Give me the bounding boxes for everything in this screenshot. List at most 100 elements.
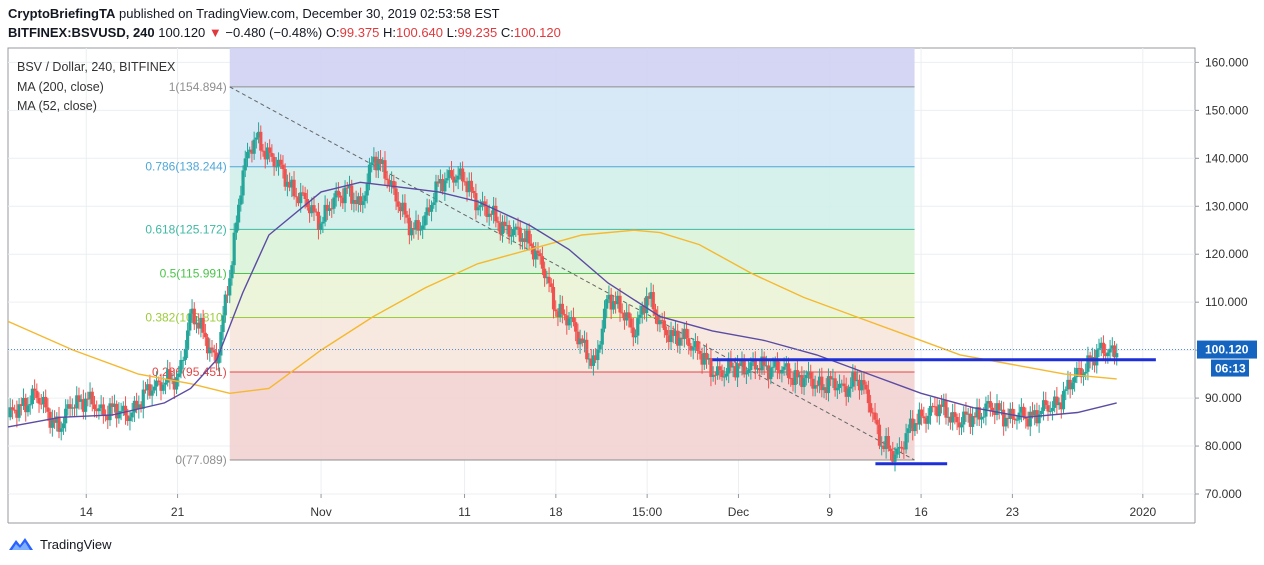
x-tick-label: 9 bbox=[826, 505, 833, 519]
candle-body bbox=[294, 196, 298, 198]
y-tick-label: 90.000 bbox=[1205, 391, 1242, 405]
candle-body bbox=[263, 151, 267, 160]
candle-body bbox=[245, 151, 250, 159]
candle-body bbox=[534, 250, 538, 260]
candle-body bbox=[990, 407, 995, 411]
candle-body bbox=[835, 387, 839, 391]
candle-body bbox=[81, 399, 85, 412]
candle-body bbox=[733, 366, 737, 378]
candle-body bbox=[724, 373, 729, 377]
candle-body bbox=[30, 388, 34, 405]
candle-body bbox=[241, 170, 245, 196]
candle-body bbox=[1044, 400, 1048, 406]
candle-body bbox=[778, 370, 782, 374]
author-name[interactable]: CryptoBriefingTA bbox=[8, 6, 116, 21]
candle-body bbox=[1050, 407, 1055, 411]
down-arrow-icon: ▼ bbox=[208, 25, 222, 40]
candle-body bbox=[259, 131, 263, 151]
candle-body bbox=[975, 407, 979, 418]
candle-body bbox=[170, 378, 174, 381]
ma200-line bbox=[7, 229, 1117, 395]
candle-body bbox=[463, 181, 467, 183]
candle-body bbox=[959, 424, 964, 428]
candle-body bbox=[669, 330, 673, 343]
candle-body bbox=[152, 386, 156, 391]
candle-body bbox=[594, 355, 598, 361]
candle-body bbox=[942, 400, 946, 407]
candle-body bbox=[503, 221, 507, 227]
candle-body bbox=[436, 181, 440, 184]
candle-body bbox=[1037, 414, 1041, 424]
candle-body bbox=[150, 390, 154, 396]
candle-body bbox=[146, 384, 150, 391]
candle-body bbox=[159, 382, 163, 391]
candle-body bbox=[895, 448, 899, 455]
candle-body bbox=[689, 345, 693, 351]
candle-body bbox=[467, 180, 471, 193]
candle-body bbox=[341, 197, 345, 204]
candle-body bbox=[928, 405, 933, 416]
candle-body bbox=[565, 315, 569, 326]
candle-body bbox=[514, 226, 518, 230]
candle-body bbox=[891, 451, 895, 462]
candle-body bbox=[418, 229, 423, 231]
candle-body bbox=[1115, 353, 1119, 358]
candle-body bbox=[92, 404, 97, 410]
close-label: C: bbox=[500, 25, 514, 40]
y-tick-label: 70.000 bbox=[1205, 487, 1242, 501]
y-tick-label: 160.000 bbox=[1205, 55, 1249, 69]
candle-body bbox=[596, 349, 600, 361]
candle-body bbox=[660, 320, 664, 322]
candle-body bbox=[937, 404, 941, 417]
candle-body bbox=[237, 204, 241, 223]
candle-body bbox=[525, 230, 529, 243]
candle-body bbox=[139, 404, 143, 409]
candle-body bbox=[168, 369, 172, 381]
candle-body bbox=[130, 412, 134, 418]
candle-body bbox=[143, 389, 148, 391]
candle-body bbox=[336, 190, 341, 196]
candle-body bbox=[376, 159, 380, 171]
candle-body bbox=[682, 328, 686, 340]
candle-body bbox=[755, 368, 760, 370]
candle-body bbox=[90, 391, 94, 405]
candle-body bbox=[979, 417, 984, 420]
fib-level-label: 0.786(138.244) bbox=[145, 160, 226, 174]
candle-body bbox=[352, 200, 356, 204]
candle-body bbox=[50, 418, 54, 428]
candle-body bbox=[183, 348, 187, 360]
candles bbox=[8, 122, 1119, 472]
candle-body bbox=[443, 180, 447, 192]
candle-body bbox=[221, 315, 225, 333]
candle-body bbox=[438, 178, 443, 184]
candle-body bbox=[605, 299, 609, 309]
candle-body bbox=[986, 401, 990, 404]
candle-body bbox=[128, 417, 132, 422]
candle-body bbox=[806, 371, 811, 375]
candle-body bbox=[786, 363, 791, 379]
candle-body bbox=[955, 416, 959, 423]
candle-body bbox=[115, 403, 119, 419]
candle-body bbox=[33, 388, 37, 391]
candle-body bbox=[625, 312, 629, 321]
y-tick-label: 80.000 bbox=[1205, 439, 1242, 453]
candle-body bbox=[640, 306, 644, 315]
candle-body bbox=[811, 378, 815, 389]
tradingview-logo[interactable]: TradingView bbox=[8, 536, 112, 552]
candle-body bbox=[888, 448, 893, 452]
candle-body bbox=[713, 374, 717, 376]
candle-body bbox=[886, 436, 890, 449]
fib-trend-line bbox=[229, 86, 915, 461]
candle-body bbox=[456, 175, 460, 180]
candle-body bbox=[775, 360, 780, 371]
candle-body bbox=[449, 170, 454, 177]
candle-body bbox=[126, 415, 130, 422]
candle-body bbox=[458, 168, 462, 176]
candle-body bbox=[649, 292, 653, 299]
candle-body bbox=[1022, 406, 1026, 417]
x-tick-label: 15:00 bbox=[632, 505, 662, 519]
fib-level-label: 0.5(115.991) bbox=[160, 266, 227, 280]
legend-title: BSV / Dollar, 240, BITFINEX bbox=[17, 60, 176, 74]
candle-body bbox=[398, 206, 403, 212]
